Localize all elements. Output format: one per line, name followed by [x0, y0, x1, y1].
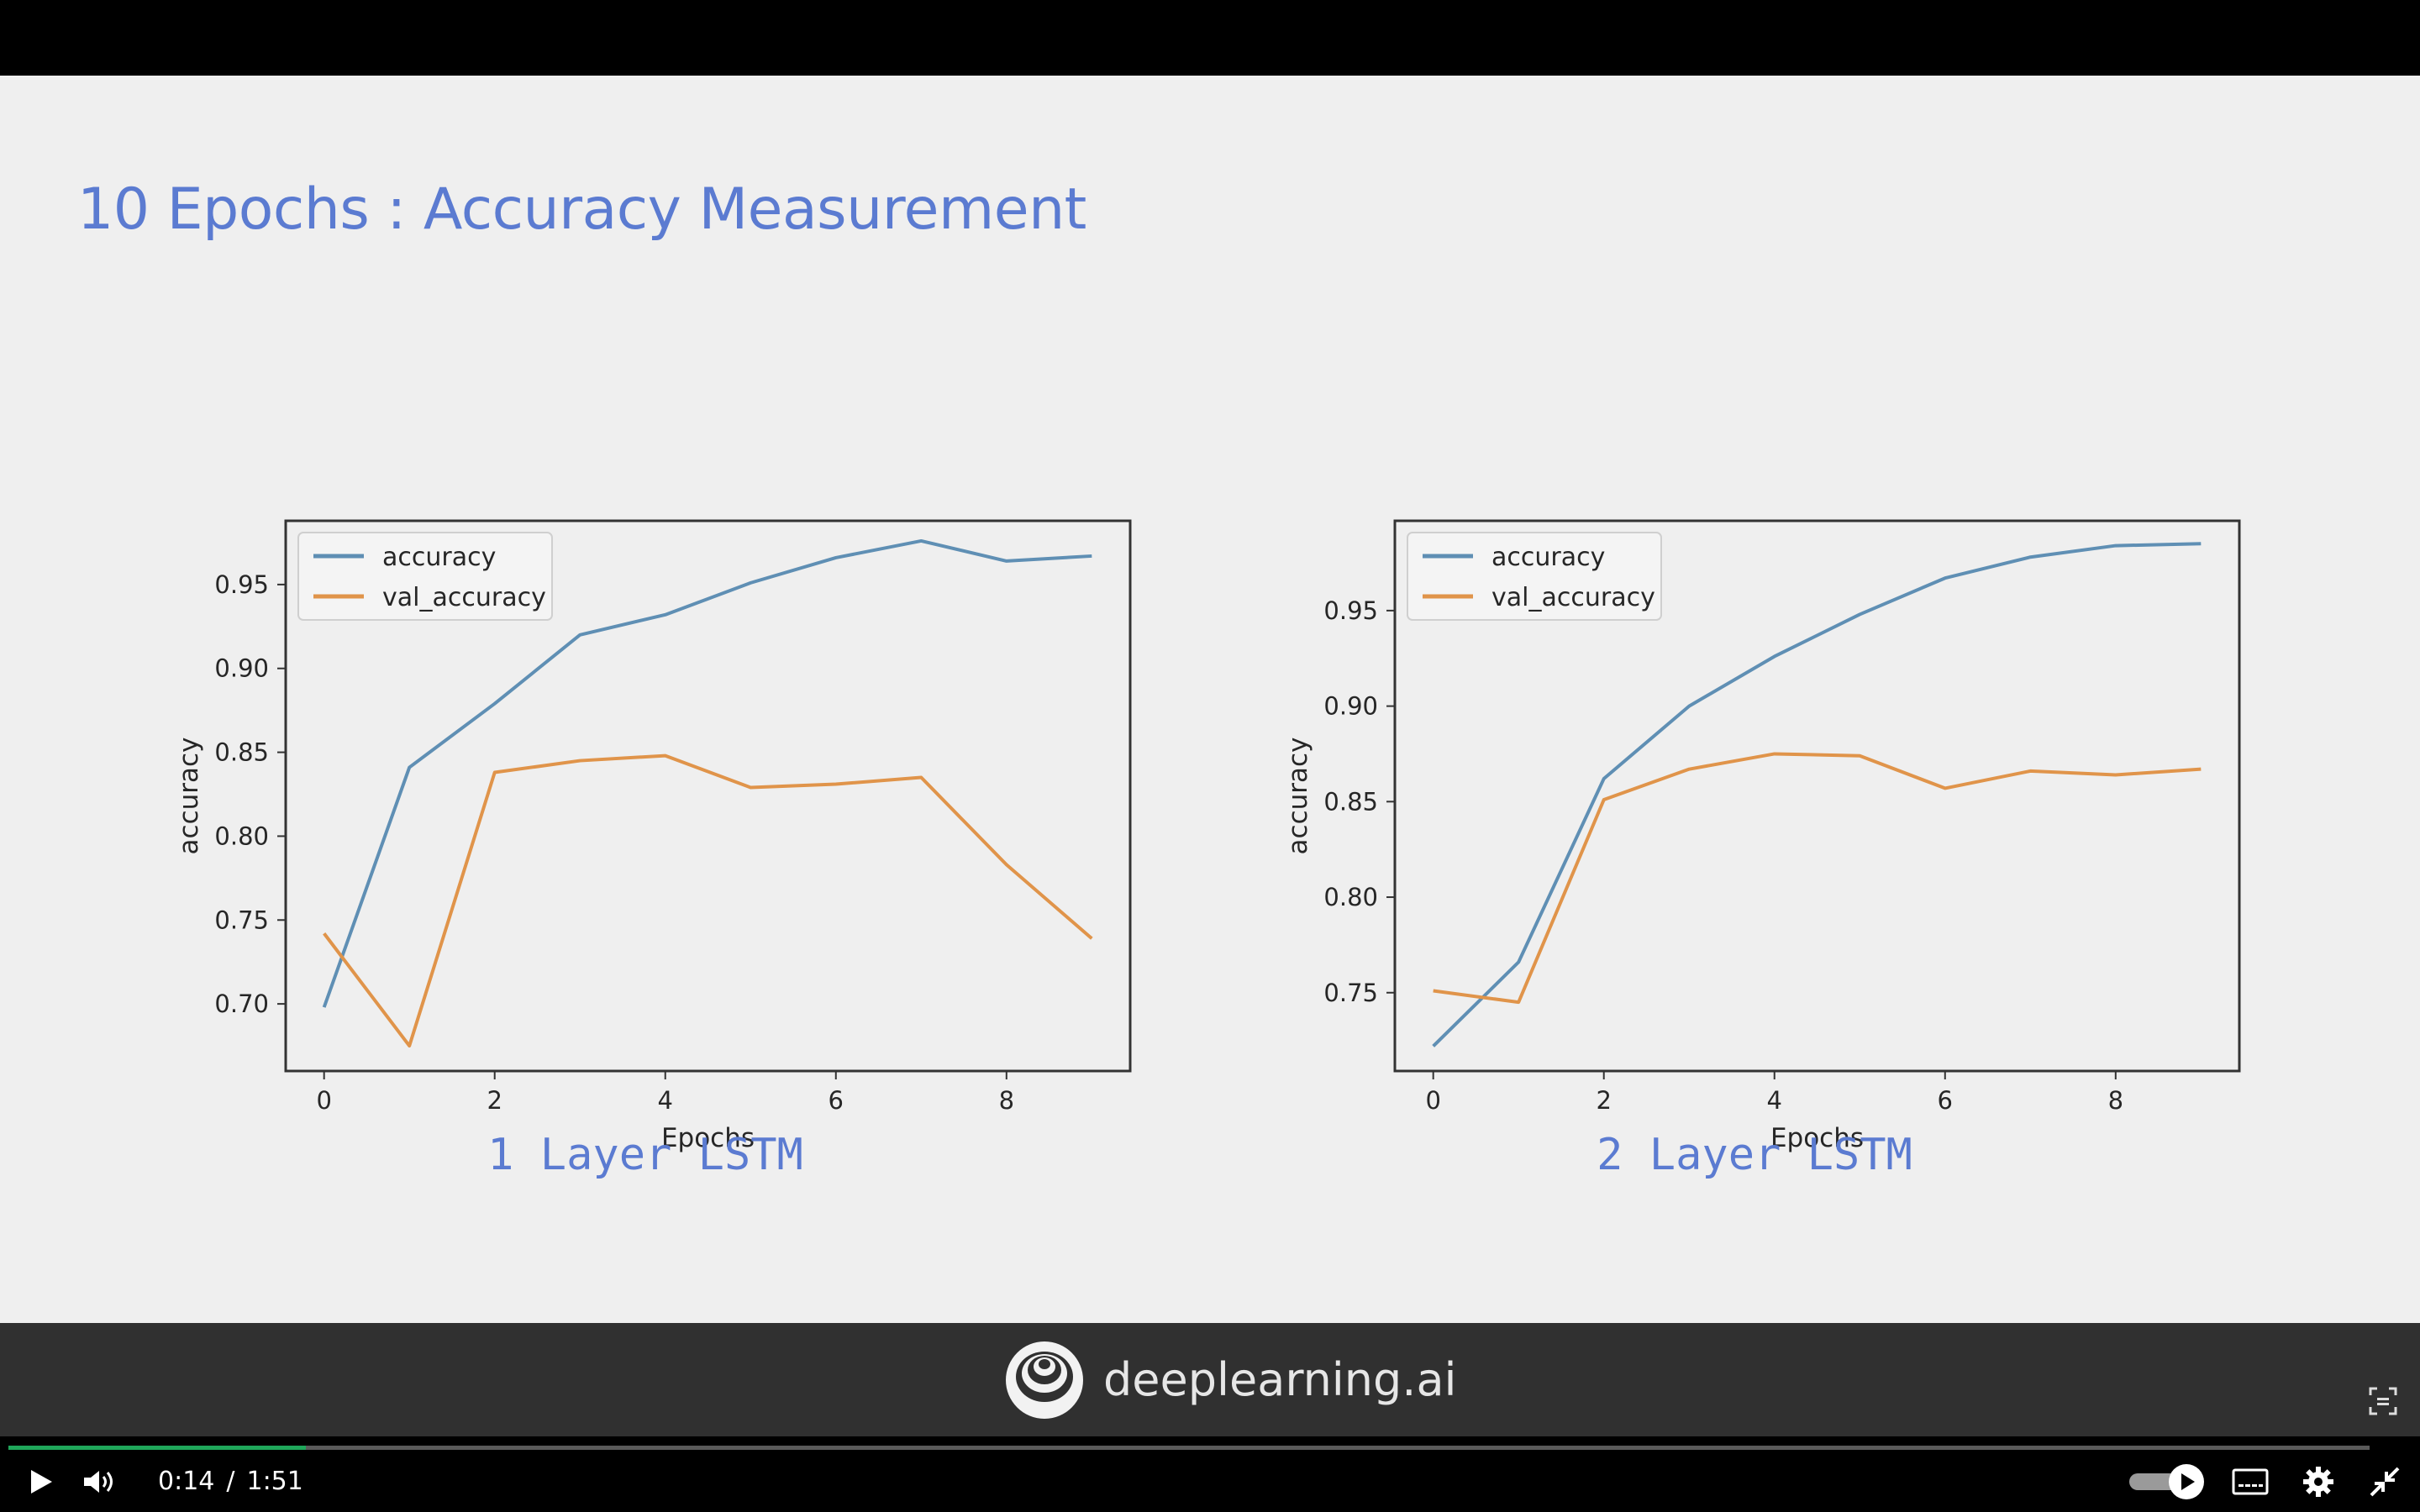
- brand: deeplearning.ai: [1004, 1340, 1457, 1420]
- player-controls: 0:14 / 1:51: [0, 1436, 2420, 1512]
- brand-text: deeplearning.ai: [1103, 1353, 1457, 1406]
- y-tick-label: 0.85: [214, 738, 269, 767]
- legend: accuracy val_accuracy: [1407, 532, 1662, 621]
- legend-entry: val_accuracy: [1491, 583, 1655, 612]
- series-line-accuracy: [1432, 542, 2202, 1047]
- exit-fullscreen-icon[interactable]: [2370, 1467, 2400, 1497]
- caption-2-layer-lstm: 2 Layer LSTM: [1597, 1130, 1912, 1180]
- series-line-accuracy: [322, 538, 1092, 1008]
- x-tick-label: 8: [2108, 1086, 2123, 1115]
- y-tick-label: 0.85: [1323, 787, 1378, 816]
- duration: 1:51: [246, 1467, 303, 1496]
- progress-bar[interactable]: [8, 1446, 2370, 1450]
- x-tick-label: 2: [1596, 1086, 1611, 1115]
- chart-2-layer-lstm: 0 2 4 6 80.750.800.850.900.95Epochsaccuracya…: [1283, 519, 2241, 1153]
- x-tick-label: 6: [829, 1086, 844, 1115]
- x-tick-label: 0: [1425, 1086, 1440, 1115]
- series-line-val-accuracy: [1433, 752, 2202, 1005]
- top-letterbox: [0, 0, 2420, 76]
- screen-select-icon[interactable]: [2368, 1386, 2398, 1416]
- y-tick-label: 0.80: [1323, 883, 1378, 911]
- slide: 10 Epochs : Accuracy Measurement 0 2 4 6 8 0.…: [0, 76, 2420, 1323]
- caption-1-layer-lstm: 1 Layer LSTM: [487, 1130, 803, 1180]
- brand-bar: deeplearning.ai: [0, 1323, 2420, 1436]
- y-tick-label: 0.90: [214, 654, 269, 683]
- series-line-val-accuracy: [323, 753, 1093, 1048]
- time-display: 0:14 / 1:51: [158, 1467, 303, 1496]
- captions-icon[interactable]: [2232, 1468, 2269, 1495]
- legend-entry: accuracy: [1491, 543, 1605, 572]
- autoplay-toggle[interactable]: [2128, 1463, 2205, 1500]
- y-tick-label: 0.70: [214, 990, 269, 1018]
- x-axis-label: Epochs: [661, 1123, 755, 1153]
- plot-frame: [1393, 519, 2241, 1073]
- y-tick-label: 0.80: [214, 822, 269, 850]
- y-axis-label: accuracy: [1283, 738, 1313, 855]
- legend-entry: val_accuracy: [382, 583, 546, 612]
- x-tick-label: 2: [487, 1086, 502, 1115]
- current-time: 0:14: [158, 1467, 215, 1496]
- chart-1-layer-lstm: 0 2 4 6 8 0.70 0.75 0.80 0.85 0.90 0.95 Epochs accur…: [174, 519, 1132, 1153]
- y-tick-label: 0.95: [1323, 596, 1378, 625]
- y-tick-label: 0.75: [1323, 979, 1378, 1007]
- y-tick-label: 0.95: [214, 570, 269, 599]
- legend: accuracy val_accuracy: [297, 532, 553, 621]
- x-tick-label: 4: [658, 1086, 673, 1115]
- time-separator: /: [226, 1467, 235, 1496]
- play-icon[interactable]: [29, 1468, 54, 1495]
- slide-title: 10 Epochs : Accuracy Measurement: [77, 176, 1086, 243]
- y-axis-label: accuracy: [174, 738, 204, 855]
- plot-frame: [284, 519, 1132, 1073]
- x-tick-label: 0: [316, 1086, 331, 1115]
- x-tick-label: 8: [999, 1086, 1014, 1115]
- deeplearning-logo-icon: [1006, 1341, 1083, 1419]
- x-tick-label: 6: [1938, 1086, 1953, 1115]
- progress-fill: [8, 1446, 307, 1450]
- y-tick-label: 0.90: [1323, 692, 1378, 721]
- legend-entry: accuracy: [382, 543, 496, 572]
- x-axis-label: Epochs: [1770, 1123, 1864, 1153]
- y-tick-label: 0.75: [214, 906, 269, 934]
- volume-icon[interactable]: [82, 1468, 118, 1495]
- x-tick-label: 4: [1767, 1086, 1782, 1115]
- settings-gear-icon[interactable]: [2302, 1466, 2334, 1498]
